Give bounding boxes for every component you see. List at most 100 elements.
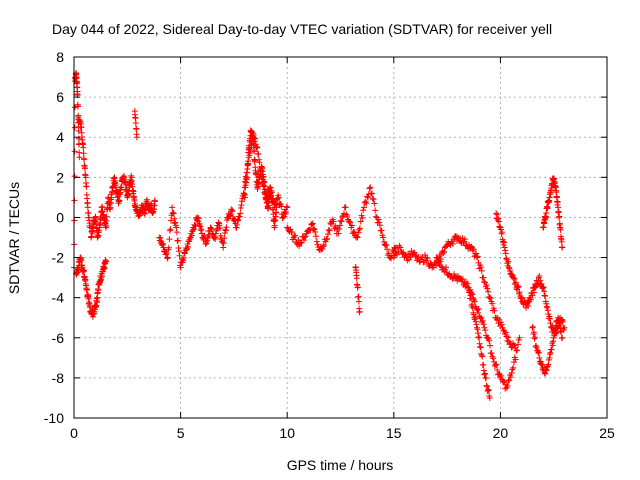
- data-point: [354, 234, 361, 241]
- data-point-interp: [489, 300, 496, 307]
- data-point-interp: [382, 242, 389, 249]
- data-point: [181, 250, 188, 257]
- data-point-interp: [93, 303, 100, 310]
- data-point-interp: [500, 238, 507, 245]
- data-point-interp: [532, 334, 539, 341]
- data-point-interp: [493, 361, 500, 368]
- data-point: [486, 294, 493, 301]
- data-point-interp: [505, 258, 512, 265]
- data-point-interp: [488, 349, 495, 356]
- data-point-interp: [195, 215, 202, 222]
- data-point-interp: [71, 173, 78, 180]
- data-point: [360, 204, 367, 211]
- data-point: [559, 244, 566, 251]
- data-point-interp: [368, 190, 375, 197]
- y-tick-label: -10: [44, 410, 64, 426]
- data-point-interp: [233, 224, 240, 231]
- data-point-interp: [371, 200, 378, 207]
- data-point-interp: [495, 215, 502, 222]
- data-point: [250, 134, 257, 141]
- data-point-interp: [481, 370, 488, 377]
- data-point-interp: [363, 200, 370, 207]
- data-point-interp: [483, 375, 490, 382]
- data-point-interp: [555, 319, 562, 326]
- data-point: [76, 154, 83, 161]
- data-point: [510, 364, 517, 371]
- data-point-interp: [477, 264, 484, 271]
- data-point-interp: [231, 216, 238, 223]
- data-point-interp: [256, 159, 263, 166]
- data-point-interp: [545, 361, 552, 368]
- data-point-interp: [495, 218, 502, 225]
- data-point-interp: [271, 222, 278, 229]
- data-point-interp: [477, 344, 484, 351]
- data-point-interp: [513, 347, 520, 354]
- data-point-interp: [241, 190, 248, 197]
- data-point-interp: [196, 222, 203, 229]
- data-point-interp: [288, 228, 295, 235]
- data-point-interp: [557, 328, 564, 335]
- data-point-interp: [467, 292, 474, 299]
- data-point-interp: [515, 283, 522, 290]
- data-point-interp: [538, 361, 545, 368]
- data-point-interp: [208, 226, 215, 233]
- series-segment: [156, 130, 291, 271]
- data-point-interp: [255, 151, 262, 158]
- data-point: [367, 184, 374, 191]
- data-point-interp: [556, 322, 563, 329]
- data-point-interp: [538, 280, 545, 287]
- data-point-interp: [74, 103, 81, 110]
- data-point-interp: [92, 213, 99, 220]
- y-tick-label: 2: [56, 169, 64, 185]
- data-point: [540, 284, 547, 291]
- data-point: [254, 144, 261, 151]
- series-segment: [94, 257, 109, 297]
- data-point-interp: [475, 306, 482, 313]
- data-point-interp: [480, 367, 487, 374]
- data-point-interp: [494, 366, 501, 373]
- data-point-interp: [301, 234, 308, 241]
- data-point: [309, 220, 316, 227]
- data-point: [473, 254, 480, 261]
- data-point-interp: [480, 361, 487, 368]
- y-tick-label: -4: [52, 290, 65, 306]
- series-segment: [493, 210, 568, 337]
- data-point-interp: [483, 281, 490, 288]
- data-point-interp: [494, 211, 501, 218]
- data-point-interp: [544, 205, 551, 212]
- data-point: [514, 284, 521, 291]
- data-point-interp: [376, 219, 383, 226]
- data-point: [480, 274, 487, 281]
- data-point-interp: [514, 347, 521, 354]
- data-point-interp: [91, 310, 98, 317]
- x-tick-label: 5: [177, 425, 185, 441]
- data-point-interp: [325, 226, 332, 233]
- data-point-interp: [540, 284, 547, 291]
- data-point-interp: [485, 386, 492, 393]
- data-point-interp: [505, 377, 512, 384]
- data-point-interp: [80, 267, 87, 274]
- data-point: [335, 230, 342, 237]
- data-point-interp: [207, 225, 214, 232]
- x-tick-label: 15: [386, 425, 402, 441]
- data-point-interp: [245, 158, 252, 165]
- data-point: [194, 214, 201, 221]
- data-point-interp: [84, 286, 91, 293]
- data-point-interp: [356, 226, 363, 233]
- data-point: [133, 134, 140, 141]
- data-point-interp: [421, 251, 428, 258]
- y-tick-label: -8: [52, 370, 65, 386]
- data-point-interp: [217, 225, 224, 232]
- data-point-interp: [274, 195, 281, 202]
- data-point-interp: [465, 289, 472, 296]
- data-point-interp: [212, 236, 219, 243]
- data-point-interp: [189, 227, 196, 234]
- data-point-interp: [498, 321, 505, 328]
- data-point-interp: [215, 219, 222, 226]
- data-point-interp: [132, 119, 139, 126]
- data-point-interp: [491, 307, 498, 314]
- data-point-interp: [546, 315, 553, 322]
- data-point-interp: [326, 227, 333, 234]
- y-tick-label: 6: [56, 89, 64, 105]
- data-point-interp: [469, 301, 476, 308]
